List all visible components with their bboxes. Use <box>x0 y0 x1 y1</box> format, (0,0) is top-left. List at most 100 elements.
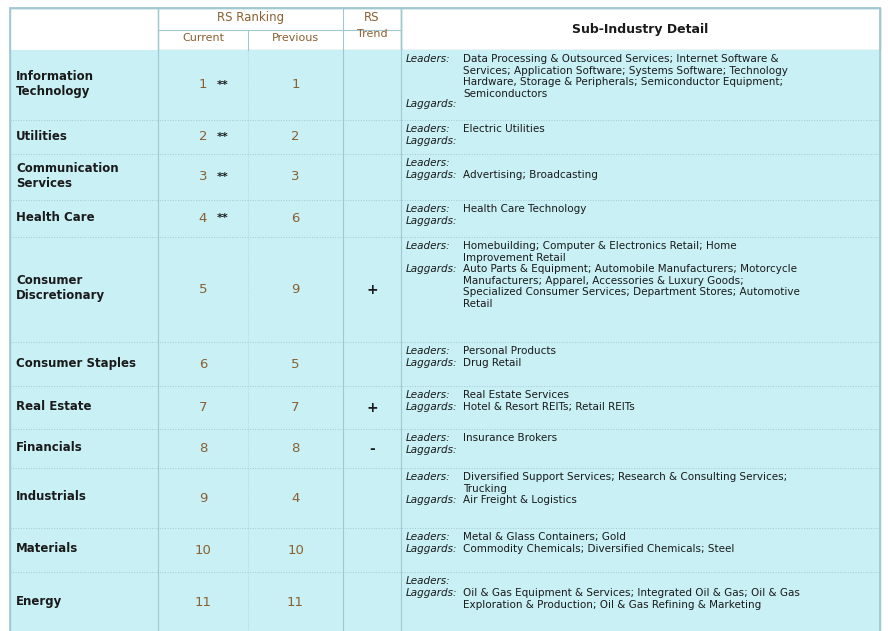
Text: 2: 2 <box>291 131 300 143</box>
Bar <box>248 154 343 200</box>
Bar <box>401 528 880 572</box>
Text: Insurance Brokers: Insurance Brokers <box>463 433 557 443</box>
Text: -: - <box>369 442 375 456</box>
Bar <box>158 8 401 50</box>
Text: **: ** <box>217 172 229 182</box>
Text: 3: 3 <box>199 170 207 184</box>
Bar <box>401 572 880 631</box>
Text: Laggards:: Laggards: <box>406 216 457 226</box>
Text: Health Care: Health Care <box>16 211 95 224</box>
Text: Industrials: Industrials <box>16 490 87 504</box>
Bar <box>10 8 158 50</box>
Bar <box>343 8 401 50</box>
Bar <box>10 342 158 386</box>
Bar <box>343 572 401 631</box>
Bar <box>401 429 880 468</box>
Text: Leaders:: Leaders: <box>406 158 450 168</box>
Bar <box>158 237 248 342</box>
Text: RS Ranking: RS Ranking <box>217 11 284 24</box>
Text: +: + <box>366 283 377 297</box>
Text: Leaders:: Leaders: <box>406 532 450 542</box>
Text: Current: Current <box>182 33 224 43</box>
Text: Laggards:: Laggards: <box>406 588 457 598</box>
Bar <box>343 50 401 120</box>
Text: 5: 5 <box>291 358 300 370</box>
Bar <box>158 8 343 30</box>
Text: Laggards:: Laggards: <box>406 99 457 109</box>
Bar <box>401 386 880 429</box>
Bar <box>401 237 880 342</box>
Text: Hotel & Resort REITs; Retail REITs: Hotel & Resort REITs; Retail REITs <box>463 402 635 412</box>
Bar <box>10 50 158 120</box>
Text: Advertising; Broadcasting: Advertising; Broadcasting <box>463 170 598 180</box>
Text: 4: 4 <box>291 492 299 505</box>
Bar <box>343 237 401 342</box>
Text: Consumer Staples: Consumer Staples <box>16 357 136 370</box>
Bar <box>343 386 401 429</box>
Bar <box>158 429 248 468</box>
Text: Metal & Glass Containers; Gold: Metal & Glass Containers; Gold <box>463 532 626 542</box>
Text: Leaders:: Leaders: <box>406 346 450 356</box>
Text: 11: 11 <box>287 596 304 608</box>
Text: 9: 9 <box>199 492 207 505</box>
Bar <box>158 386 248 429</box>
Text: 5: 5 <box>199 283 207 296</box>
Bar <box>10 429 158 468</box>
Bar <box>401 120 880 154</box>
Text: Leaders:: Leaders: <box>406 433 450 443</box>
Text: Sub-Industry Detail: Sub-Industry Detail <box>573 23 709 35</box>
Bar <box>401 8 880 50</box>
Bar <box>248 342 343 386</box>
Text: **: ** <box>217 213 229 223</box>
Text: 4: 4 <box>199 212 207 225</box>
Bar <box>10 572 158 631</box>
Text: Laggards:: Laggards: <box>406 358 457 368</box>
Text: Commodity Chemicals; Diversified Chemicals; Steel: Commodity Chemicals; Diversified Chemica… <box>463 544 734 554</box>
Bar <box>343 528 401 572</box>
Bar <box>248 237 343 342</box>
Text: Drug Retail: Drug Retail <box>463 358 521 368</box>
Text: Air Freight & Logistics: Air Freight & Logistics <box>463 495 577 505</box>
Text: Information
Technology: Information Technology <box>16 70 94 98</box>
Text: Real Estate: Real Estate <box>16 400 91 413</box>
Bar <box>401 200 880 237</box>
Text: Personal Products: Personal Products <box>463 346 556 356</box>
Bar <box>343 342 401 386</box>
Text: Energy: Energy <box>16 594 62 608</box>
Bar <box>401 50 880 120</box>
Text: Laggards:: Laggards: <box>406 402 457 412</box>
Bar <box>158 572 248 631</box>
Text: 11: 11 <box>194 596 211 608</box>
Text: 6: 6 <box>291 212 299 225</box>
Bar <box>10 154 158 200</box>
Text: 7: 7 <box>291 401 300 414</box>
Text: Oil & Gas Equipment & Services; Integrated Oil & Gas; Oil & Gas
Exploration & Pr: Oil & Gas Equipment & Services; Integrat… <box>463 588 800 610</box>
Bar <box>401 8 880 50</box>
Bar <box>401 154 880 200</box>
Text: Auto Parts & Equipment; Automobile Manufacturers; Motorcycle
Manufacturers; Appa: Auto Parts & Equipment; Automobile Manuf… <box>463 264 800 309</box>
Text: RS: RS <box>364 11 380 24</box>
Text: Materials: Materials <box>16 543 78 555</box>
Bar <box>10 200 158 237</box>
Bar <box>343 200 401 237</box>
Text: Laggards:: Laggards: <box>406 264 457 274</box>
Text: 10: 10 <box>194 543 211 557</box>
Bar <box>248 572 343 631</box>
Bar <box>248 386 343 429</box>
Text: 6: 6 <box>199 358 207 370</box>
Text: Laggards:: Laggards: <box>406 544 457 554</box>
Bar <box>158 342 248 386</box>
Text: Laggards:: Laggards: <box>406 170 457 180</box>
Text: Leaders:: Leaders: <box>406 390 450 400</box>
Text: Electric Utilities: Electric Utilities <box>463 124 544 134</box>
Text: Utilities: Utilities <box>16 129 67 143</box>
Text: Leaders:: Leaders: <box>406 204 450 214</box>
Text: Data Processing & Outsourced Services; Internet Software &
Services; Application: Data Processing & Outsourced Services; I… <box>463 54 788 99</box>
Text: Real Estate Services: Real Estate Services <box>463 390 569 400</box>
Bar <box>10 386 158 429</box>
Bar <box>401 468 880 528</box>
Text: Previous: Previous <box>272 33 319 43</box>
Bar <box>10 528 158 572</box>
Text: Leaders:: Leaders: <box>406 124 450 134</box>
Bar <box>401 342 880 386</box>
